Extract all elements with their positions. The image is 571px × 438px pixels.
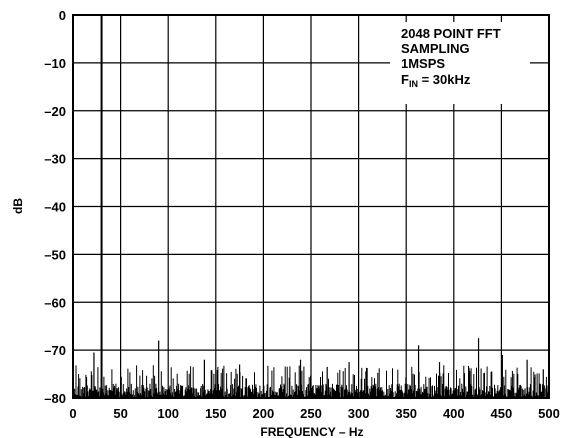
annotation-line-2: SAMPLING xyxy=(401,41,470,56)
y-tick-label: –70 xyxy=(44,343,66,358)
x-tick-label: 300 xyxy=(348,406,370,421)
y-tick-label: 0 xyxy=(59,8,66,23)
y-tick-label: –60 xyxy=(44,295,66,310)
y-tick-label: –80 xyxy=(44,391,66,406)
grid-lines xyxy=(73,15,549,398)
plot-frame xyxy=(72,14,550,399)
noise-spurs xyxy=(93,338,544,398)
annotation-f: F xyxy=(401,72,409,87)
x-tick-label: 500 xyxy=(538,406,560,421)
x-tick-label: 450 xyxy=(491,406,513,421)
y-tick-label: –50 xyxy=(44,247,66,262)
y-tick-label: –20 xyxy=(44,104,66,119)
x-tick-label: 100 xyxy=(157,406,179,421)
x-axis-title: FREQUENCY – Hz xyxy=(260,425,363,438)
x-tick-label: 200 xyxy=(253,406,275,421)
x-tick-label: 250 xyxy=(300,406,322,421)
y-tick-label: –40 xyxy=(44,200,66,215)
y-tick-label: –10 xyxy=(44,56,66,71)
y-tick-labels: 0 –10 –20 –30 –40 –50 –60 –70 –80 xyxy=(44,8,66,406)
annotation-line-3: 1MSPS xyxy=(401,56,445,71)
y-axis-title: dB xyxy=(11,198,25,214)
y-tick-label: –30 xyxy=(44,152,66,167)
annotation-line-1: 2048 POINT FFT xyxy=(401,26,501,41)
x-tick-label: 0 xyxy=(69,406,76,421)
annotation-box: 2048 POINT FFT SAMPLING 1MSPS FIN = 30kH… xyxy=(390,22,530,104)
x-tick-label: 50 xyxy=(113,406,127,421)
x-tick-label: 150 xyxy=(205,406,227,421)
x-tick-label: 400 xyxy=(443,406,465,421)
annotation-line-4: FIN = 30kHz xyxy=(401,72,471,89)
annotation-value: = 30kHz xyxy=(418,72,471,87)
x-tick-label: 350 xyxy=(395,406,417,421)
x-tick-labels: 0 50 100 150 200 250 300 350 400 450 500 xyxy=(69,406,559,421)
annotation-subscript: IN xyxy=(409,79,418,89)
